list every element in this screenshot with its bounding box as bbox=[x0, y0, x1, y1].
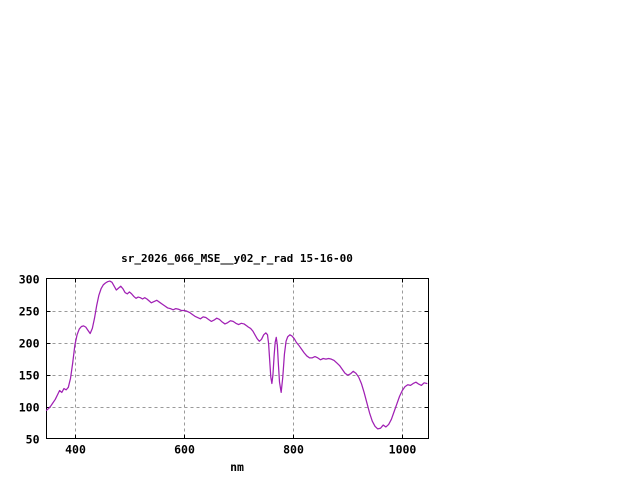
y-tick-label: 300 bbox=[19, 273, 40, 287]
y-axis-ticks: 50 100 150 200 250 300 bbox=[19, 273, 429, 447]
data-line-r_rad bbox=[45, 280, 428, 430]
chart-title: sr_2026_066_MSE__y02_r_rad 15-16-00 bbox=[121, 252, 353, 265]
grid-lines bbox=[46, 278, 429, 439]
x-axis-label: nm bbox=[230, 460, 244, 474]
y-tick-label: 200 bbox=[19, 337, 40, 351]
x-tick-label: 1000 bbox=[389, 443, 417, 457]
y-tick-label: 250 bbox=[19, 305, 40, 319]
y-tick-label: 50 bbox=[26, 433, 40, 447]
data-series-group bbox=[45, 280, 428, 430]
x-tick-label: 600 bbox=[174, 443, 195, 457]
x-tick-label: 400 bbox=[65, 443, 86, 457]
y-tick-label: 100 bbox=[19, 401, 40, 415]
plot-frame bbox=[45, 277, 430, 440]
x-axis-ticks: 400 600 800 1000 bbox=[65, 278, 417, 457]
x-tick-label: 800 bbox=[283, 443, 304, 457]
y-tick-label: 150 bbox=[19, 369, 40, 383]
